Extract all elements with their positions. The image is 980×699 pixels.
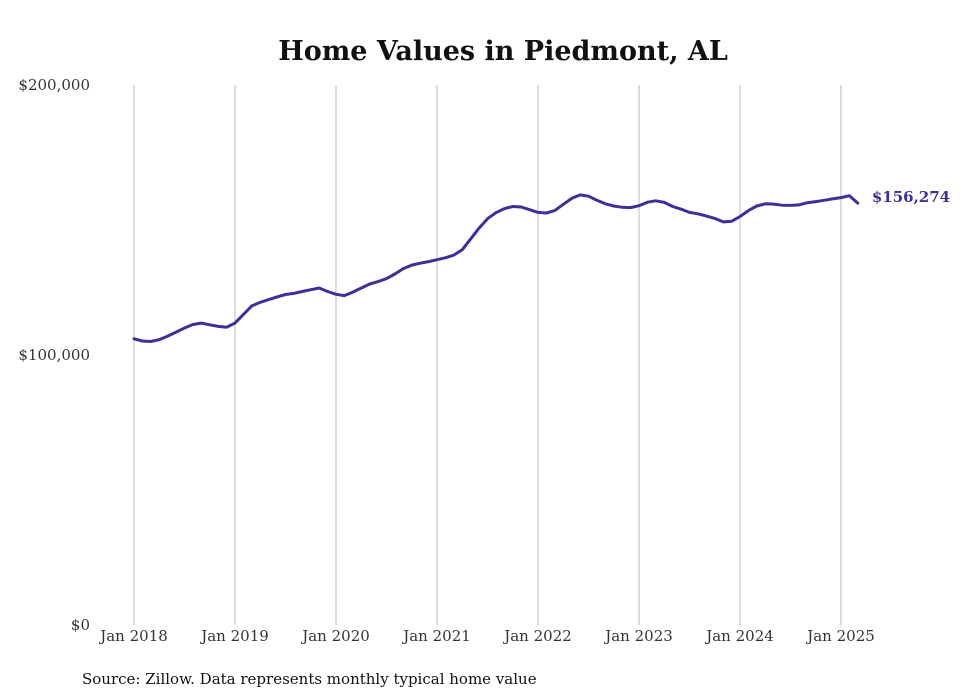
series-group: $156,274 (132, 188, 950, 343)
x-tick-label: Jan 2020 (300, 627, 370, 645)
x-tick-label: Jan 2024 (704, 627, 774, 645)
y-tick-label: $100,000 (18, 346, 90, 364)
x-axis-ticks: Jan 2018 Jan 2019 Jan 2020 Jan 2021 Jan 2022… (98, 627, 875, 645)
x-tick-label: Jan 2022 (502, 627, 572, 645)
x-tick-label: Jan 2025 (805, 627, 875, 645)
vertical-gridlines (133, 85, 842, 625)
end-value-label: $156,274 (872, 188, 950, 206)
chart-title: Home Values in Piedmont, AL (278, 36, 728, 67)
x-tick-label: Jan 2018 (98, 627, 168, 645)
x-tick-label: Jan 2021 (401, 627, 471, 645)
y-tick-label: $200,000 (18, 76, 90, 94)
x-tick-label: Jan 2019 (199, 627, 269, 645)
x-tick-label: Jan 2023 (603, 627, 673, 645)
home-value-line (132, 193, 860, 343)
source-note: Source: Zillow. Data represents monthly … (82, 670, 537, 688)
y-axis-ticks: $0 $100,000 $200,000 (18, 76, 90, 634)
y-tick-label: $0 (71, 616, 90, 634)
